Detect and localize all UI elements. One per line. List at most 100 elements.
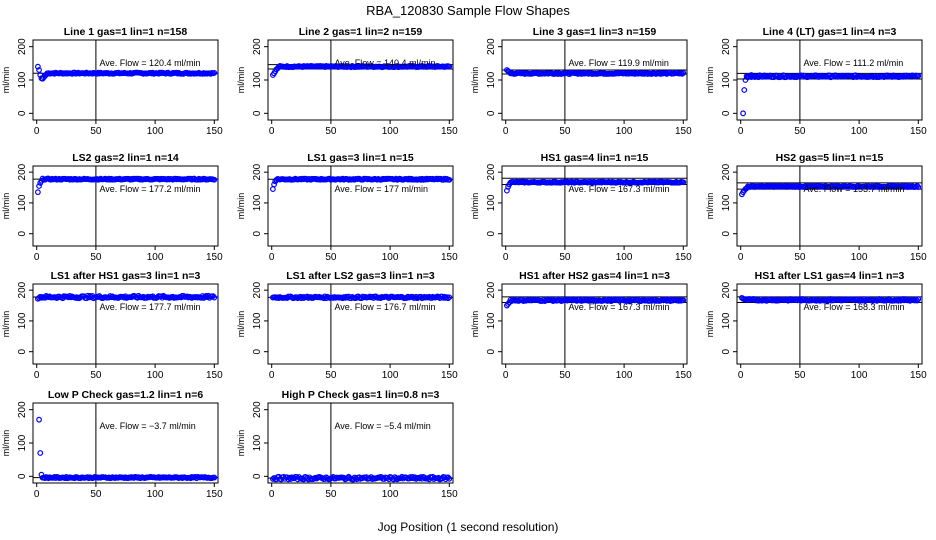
plot-frame (501, 283, 688, 365)
y-tick-label: 200 (721, 38, 732, 55)
data-point (680, 297, 687, 304)
y-axis-label: ml/min (705, 67, 715, 94)
flow-panel: LS1 after LS2 gas=3 lin=1 n=3 0 50 100 150 0 1… (236, 270, 458, 381)
x-tick-label: 150 (675, 126, 692, 137)
x-tick-label: 50 (325, 370, 337, 381)
y-tick-label: 0 (486, 348, 497, 354)
data-point (184, 293, 190, 300)
ave-flow-annotation: Ave. Flow = 120.4 ml/min (99, 58, 200, 68)
y-axis-label: ml/min (1, 430, 11, 457)
y-tick-label: 200 (721, 281, 732, 298)
data-point (446, 294, 453, 301)
y-tick-label: 100 (721, 312, 732, 329)
x-tick-label: 100 (851, 126, 868, 137)
flow-panel: Line 3 gas=1 lin=3 n=159 0 50 100 150 0 100 200… (470, 26, 692, 137)
x-tick-label: 150 (675, 370, 692, 381)
data-point (741, 87, 748, 93)
data-point (211, 474, 218, 481)
plot-frame (501, 39, 688, 121)
x-tick-label: 50 (325, 252, 337, 263)
x-tick-label: 0 (34, 370, 40, 381)
x-tick-label: 150 (910, 370, 927, 381)
ave-flow-annotation: Ave. Flow = 168.3 ml/min (803, 302, 904, 312)
data-point (445, 474, 452, 481)
x-tick-label: 0 (503, 252, 509, 263)
y-tick-label: 200 (17, 281, 28, 298)
data-point (211, 69, 218, 76)
data-point (34, 189, 41, 196)
x-tick-label: 150 (206, 370, 223, 381)
data-point (446, 176, 453, 183)
y-tick-label: 0 (252, 110, 263, 116)
ave-flow-annotation: Ave. Flow = 167.3 ml/min (568, 302, 669, 312)
y-tick-label: 100 (17, 71, 28, 88)
x-tick-label: 50 (794, 252, 806, 263)
y-tick-label: 200 (17, 401, 28, 418)
flow-panel: Line 1 gas=1 lin=1 n=158 0 50 100 150 0 100 200… (1, 26, 223, 137)
y-axis-label: ml/min (1, 67, 11, 94)
x-tick-label: 50 (325, 126, 337, 137)
y-axis-label: ml/min (470, 67, 480, 94)
ave-flow-annotation: Ave. Flow = −3.7 ml/min (99, 421, 195, 431)
x-tick-label: 0 (503, 126, 509, 137)
data-point (913, 296, 919, 303)
data-point (36, 67, 42, 73)
figure-title: RBA_120830 Sample Flow Shapes (366, 3, 570, 18)
panel-title: Line 3 gas=1 lin=3 n=159 (533, 26, 657, 38)
plot-frame (32, 283, 219, 365)
y-tick-label: 100 (721, 194, 732, 211)
panel-title: Low P Check gas=1.2 lin=1 n=6 (48, 389, 203, 401)
plot-frame (267, 283, 454, 365)
data-point (446, 475, 453, 482)
y-tick-label: 0 (252, 348, 263, 354)
ave-flow-annotation: Ave. Flow = 177.2 ml/min (99, 184, 200, 194)
ave-flow-annotation: Ave. Flow = 177 ml/min (334, 184, 428, 194)
x-tick-label: 100 (616, 370, 633, 381)
y-axis-label: ml/min (1, 311, 11, 338)
y-axis-label: ml/min (236, 430, 246, 457)
flow-panel: HS1 gas=4 lin=1 n=15 0 50 100 150 0 100 200 ml/m… (470, 152, 692, 263)
data-point (740, 110, 746, 117)
panel-title: LS1 after LS2 gas=3 lin=1 n=3 (286, 270, 435, 282)
plot-frame (501, 165, 688, 247)
x-tick-label: 0 (503, 370, 509, 381)
plot-area (737, 40, 922, 120)
plot-area (737, 166, 922, 246)
data-point (271, 181, 277, 188)
x-tick-label: 150 (441, 370, 458, 381)
ave-flow-annotation: Ave. Flow = −5.4 ml/min (334, 421, 430, 431)
y-tick-label: 100 (17, 434, 28, 451)
plot-frame (267, 165, 454, 247)
flow-panel: LS1 gas=3 lin=1 n=15 0 50 100 150 0 100 200 ml/m… (236, 152, 458, 263)
flow-panel: HS1 after HS2 gas=4 lin=1 n=3 0 50 100 150 0 1… (470, 270, 692, 381)
plot-area (33, 284, 218, 364)
y-tick-label: 0 (17, 348, 28, 354)
ave-flow-annotation: Ave. Flow = 153.7 ml/min (803, 184, 904, 194)
x-tick-label: 0 (738, 370, 744, 381)
plot-frame (32, 165, 219, 247)
y-axis-label: ml/min (705, 193, 715, 220)
data-point (211, 294, 218, 301)
flow-panel: LS2 gas=2 lin=1 n=14 0 50 100 150 0 100 200 ml/m… (1, 152, 223, 263)
y-tick-label: 200 (252, 401, 263, 418)
panel-title: LS2 gas=2 lin=1 n=14 (72, 152, 179, 164)
flow-panel: Low P Check gas=1.2 lin=1 n=6 0 50 100 150 0 1… (1, 389, 223, 500)
x-tick-label: 50 (90, 489, 102, 500)
plot-frame (267, 39, 454, 121)
panel-title: LS1 gas=3 lin=1 n=15 (307, 152, 414, 164)
x-tick-label: 50 (90, 252, 102, 263)
data-point (915, 184, 922, 190)
x-tick-label: 50 (794, 370, 806, 381)
x-tick-label: 150 (206, 126, 223, 137)
y-tick-label: 0 (17, 110, 28, 116)
plot-area (502, 40, 687, 120)
x-tick-label: 150 (910, 126, 927, 137)
x-tick-label: 100 (382, 370, 399, 381)
y-tick-label: 200 (486, 163, 497, 180)
x-tick-label: 150 (206, 252, 223, 263)
ave-flow-annotation: Ave. Flow = 119.9 ml/min (568, 58, 668, 68)
plot-area (502, 284, 687, 364)
y-tick-label: 100 (252, 71, 263, 88)
y-tick-label: 100 (252, 434, 263, 451)
flow-panel: HS1 after LS1 gas=4 lin=1 n=3 0 50 100 150 0 1… (705, 270, 927, 381)
